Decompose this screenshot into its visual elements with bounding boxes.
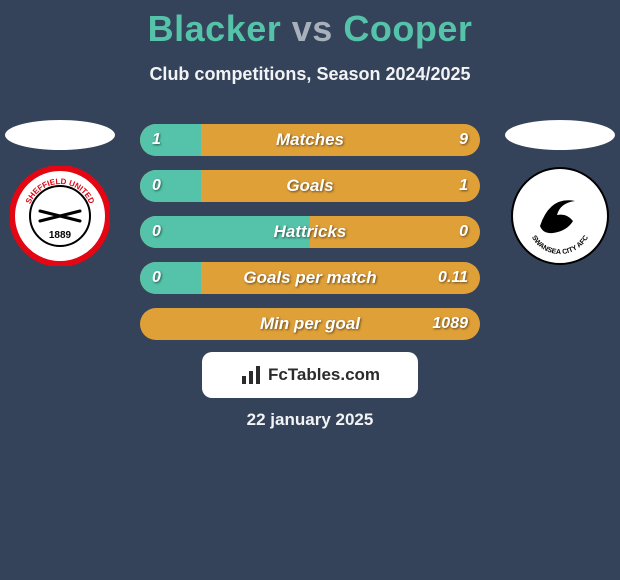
source-text: FcTables.com	[268, 365, 380, 385]
stat-value-left: 1	[152, 131, 161, 149]
bar-chart-icon	[240, 364, 262, 386]
stat-value-right: 9	[459, 131, 468, 149]
stat-value-right: 0	[459, 223, 468, 241]
stat-value-left: 0	[152, 177, 161, 195]
club-left: 1889 SHEFFIELD UNITED	[0, 120, 120, 266]
stat-row: Goals per match 0 0.11	[140, 262, 480, 294]
stat-value-right: 0.11	[438, 269, 468, 287]
subtitle: Club competitions, Season 2024/2025	[0, 64, 620, 85]
swansea-crest-icon: SWANSEA CITY AFC	[510, 166, 610, 266]
stats-bars: Matches19Goals01Hattricks00Goals per mat…	[140, 124, 480, 340]
stat-label: Matches	[276, 130, 344, 150]
club-right-nameplate	[505, 120, 615, 150]
stat-row: Min per goal 1089	[140, 308, 480, 340]
stat-label: Hattricks	[274, 222, 347, 242]
stat-value-right: 1089	[432, 315, 468, 333]
stat-fill-left	[140, 124, 201, 156]
sheffield-crest-icon: 1889 SHEFFIELD UNITED	[10, 166, 110, 266]
title-player1: Blacker	[148, 8, 282, 49]
stat-fill-left	[140, 170, 201, 202]
stat-row: Hattricks 0 0	[140, 216, 480, 248]
stat-row: Matches 1 9	[140, 124, 480, 156]
date-label: 22 january 2025	[0, 410, 620, 430]
stat-value-left: 0	[152, 269, 161, 287]
stat-value-left: 0	[152, 223, 161, 241]
stat-fill-left	[140, 262, 201, 294]
club-left-crest: 1889 SHEFFIELD UNITED	[10, 166, 110, 266]
stat-label: Min per goal	[260, 314, 360, 334]
stat-value-right: 1	[459, 177, 468, 195]
stat-row: Goals 0 1	[140, 170, 480, 202]
title-vs: vs	[292, 8, 333, 49]
source-badge: FcTables.com	[202, 352, 418, 398]
stat-label: Goals per match	[243, 268, 376, 288]
svg-text:1889: 1889	[49, 230, 72, 241]
club-left-nameplate	[5, 120, 115, 150]
club-right: SWANSEA CITY AFC	[500, 120, 620, 266]
club-right-crest: SWANSEA CITY AFC	[510, 166, 610, 266]
title-player2: Cooper	[343, 8, 472, 49]
stat-label: Goals	[286, 176, 333, 196]
